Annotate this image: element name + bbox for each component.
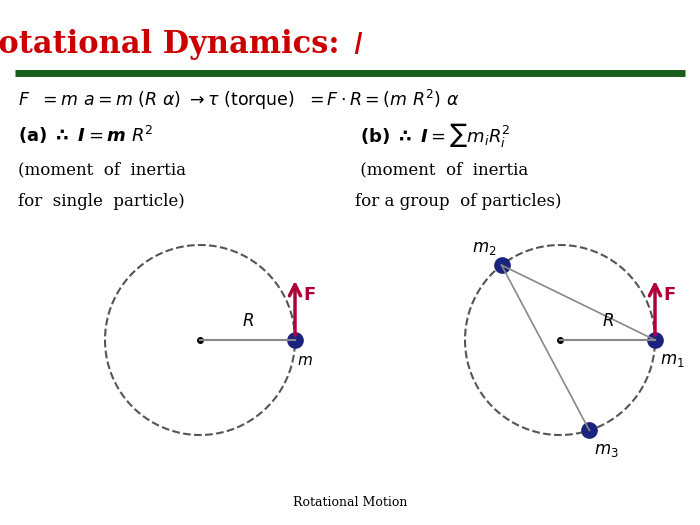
Text: $m$: $m$ xyxy=(297,354,313,368)
Text: for a group  of particles): for a group of particles) xyxy=(355,194,561,211)
Text: (moment  of  inertia: (moment of inertia xyxy=(18,162,186,178)
Text: Rotational Motion: Rotational Motion xyxy=(293,497,407,509)
Text: $\mathbf{F}$: $\mathbf{F}$ xyxy=(663,286,676,304)
Text: $\mathbf{F}$: $\mathbf{F}$ xyxy=(303,286,316,304)
Text: $R$: $R$ xyxy=(601,313,613,330)
Text: (moment  of  inertia: (moment of inertia xyxy=(355,162,528,178)
Text: $\mathbf{(b)}\ \mathbf{\therefore}\ \boldsymbol{I}=\boldsymbol{\sum} \boldsymbol: $\mathbf{(b)}\ \mathbf{\therefore}\ \bol… xyxy=(360,121,510,149)
Text: $\boldsymbol{m_2}$: $\boldsymbol{m_2}$ xyxy=(472,240,496,257)
Text: $\it{I}$: $\it{I}$ xyxy=(353,29,363,60)
Text: Rotational Dynamics:: Rotational Dynamics: xyxy=(0,29,350,60)
Text: for  single  particle): for single particle) xyxy=(18,194,185,211)
Text: $\mathbf{(a)}\ \mathbf{\therefore}\ \boldsymbol{I}=\boldsymbol{m}\ \boldsymbol{R: $\mathbf{(a)}\ \mathbf{\therefore}\ \bol… xyxy=(18,124,154,146)
Text: $F\ \ =m\ a=m\ (R\ \alpha)\ \rightarrow \tau\ \mathrm{(torque)}\ \ =F\cdot R=(m\: $F\ \ =m\ a=m\ (R\ \alpha)\ \rightarrow … xyxy=(18,88,459,112)
Text: $\boldsymbol{m_1}$: $\boldsymbol{m_1}$ xyxy=(660,352,685,369)
Text: $\boldsymbol{m_3}$: $\boldsymbol{m_3}$ xyxy=(594,443,619,459)
Text: $R$: $R$ xyxy=(241,313,253,330)
